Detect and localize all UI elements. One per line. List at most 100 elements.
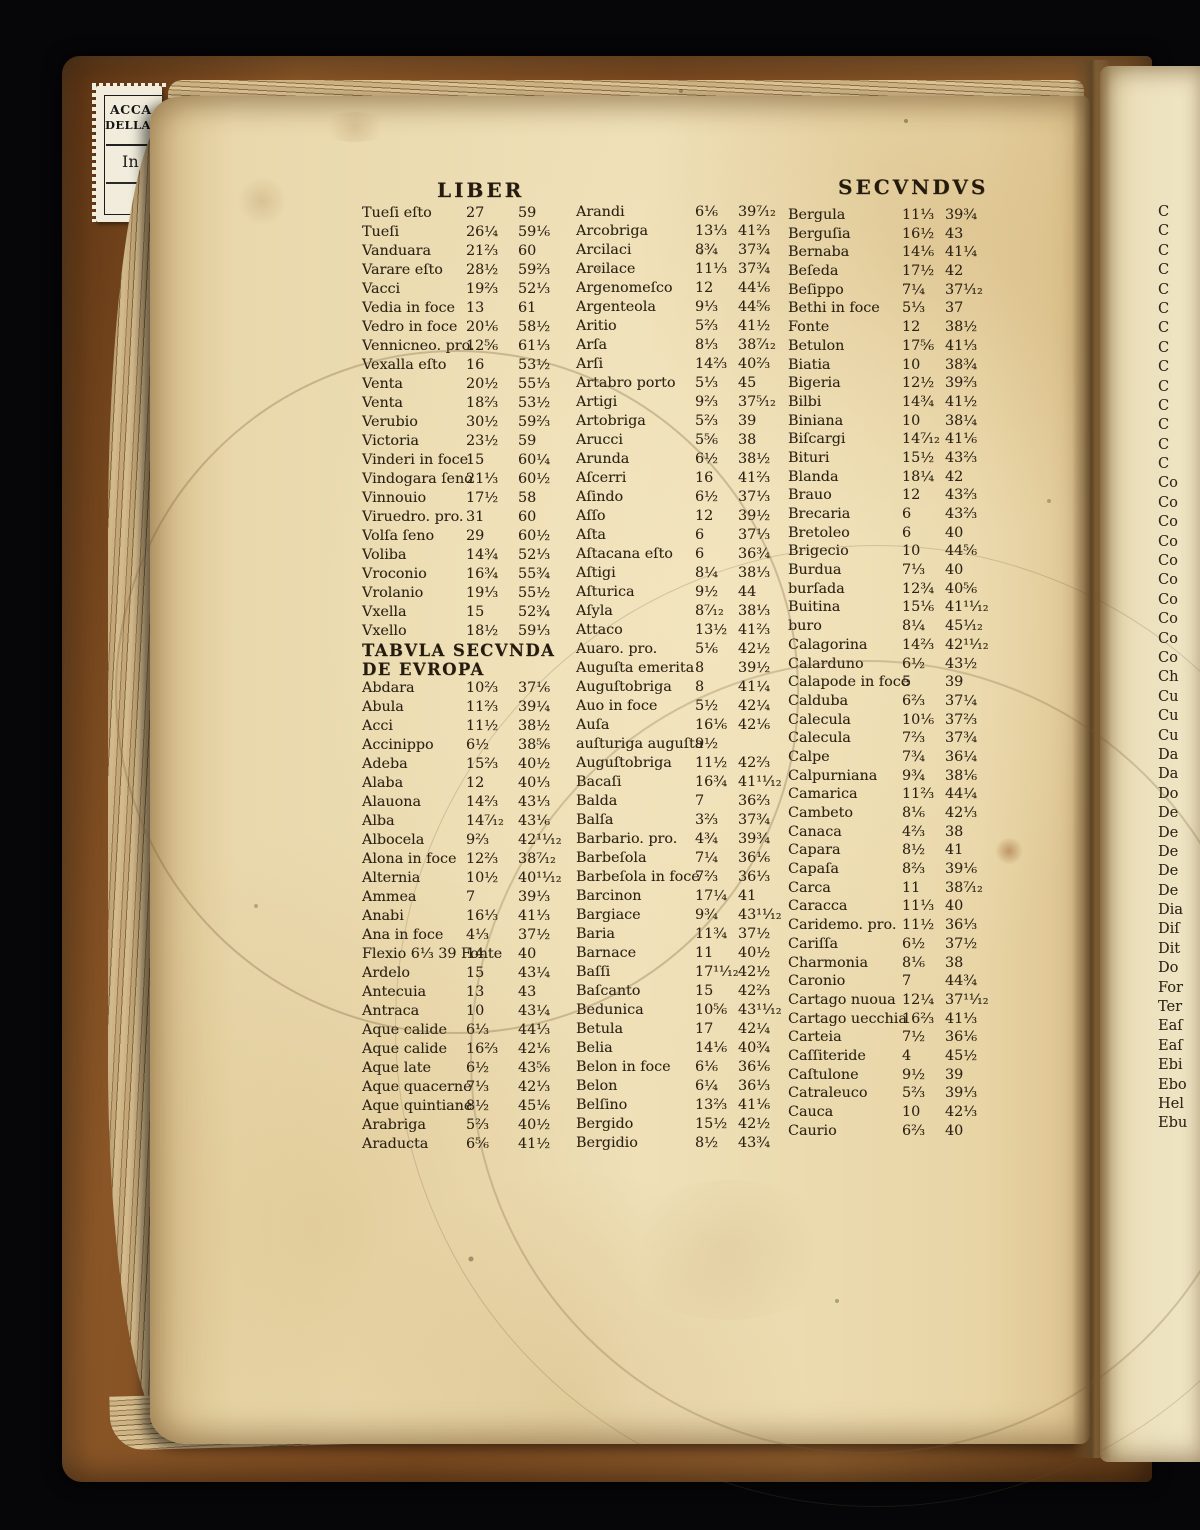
table-row: Cauca 10 42⅓ (788, 1103, 1002, 1122)
latitude-value: 60¼ (518, 452, 551, 468)
place-name: Arſa (576, 337, 607, 353)
table-row: Buitina 15⅙ 41¹¹⁄₁₂ (788, 598, 1002, 617)
longitude-value: 7 (695, 793, 705, 809)
table-row: Arcilaci 8¾ 37¾ (576, 241, 790, 260)
longitude-value: 15½ (695, 1116, 728, 1132)
place-name: Aque calide (362, 1041, 447, 1057)
longitude-value: 7⅓ (902, 562, 925, 579)
longitude-value: 4⅓ (466, 927, 489, 943)
next-page-partial-text: C (1158, 242, 1170, 259)
place-name: Auguſta emerita (576, 660, 695, 676)
table-row: Berguſia 16½ 43 (788, 225, 1002, 244)
longitude-value: 8¼ (695, 565, 718, 581)
table-row: Arabriga 5⅔ 40½ (362, 1116, 576, 1135)
place-name: Baria (576, 926, 615, 942)
latitude-value: 60½ (518, 471, 551, 487)
place-name: Aſturica (576, 584, 635, 600)
longitude-value: 8½ (466, 1098, 489, 1114)
longitude-value: 5⅚ (695, 432, 718, 448)
next-page-partial-text: Cu (1158, 688, 1179, 705)
longitude-value: 12 (466, 775, 485, 791)
latitude-value: 55½ (518, 585, 551, 601)
next-page-partial-text: Da (1158, 766, 1179, 783)
table-row: Calpe 7¾ 36¼ (788, 748, 1002, 767)
longitude-value: 6 (695, 527, 705, 543)
place-name: Accinippo (362, 737, 434, 753)
table-row: Baſcanto 15 42⅔ (576, 982, 790, 1001)
place-name: Vinnouio (362, 490, 427, 506)
table-row: Bretoleo 6 40 (788, 524, 1002, 543)
latitude-value: 40⅓ (518, 775, 551, 791)
longitude-value: 16½ (902, 225, 935, 242)
place-name: Abdara (362, 680, 415, 696)
latitude-value: 37¼ (945, 692, 978, 709)
place-name: Acci (362, 718, 393, 734)
latitude-value: 42⅓ (945, 805, 978, 821)
longitude-value: 8⅙ (902, 805, 925, 821)
table-row: Antecuia 13 43 (362, 983, 576, 1002)
table-row: Alba 14⁷⁄₁₂ 43⅙ (362, 812, 576, 831)
place-name: Barbeſola (576, 850, 647, 866)
table-row: Vinderi in foce 15 60¼ (362, 451, 576, 470)
longitude-value: 8⅔ (902, 861, 925, 878)
latitude-value: 38⅚ (518, 737, 551, 753)
longitude-value: 12¼ (902, 991, 935, 1008)
table-row: Auguſtobriga 8 41¼ (576, 678, 790, 697)
table-row: Arſi 14⅔ 40⅔ (576, 355, 790, 374)
next-page-partial-text: C (1158, 397, 1170, 414)
latitude-value: 39 (945, 1066, 964, 1083)
place-name: Auguſtobriga (576, 755, 672, 771)
latitude-value: 42⅓ (518, 1079, 551, 1095)
longitude-value: 11½ (902, 917, 935, 934)
place-name: Aque quintiane (362, 1098, 473, 1114)
table-row: Venta 18⅔ 53½ (362, 394, 576, 413)
latitude-value: 58½ (518, 319, 551, 335)
place-name: Bituri (788, 449, 830, 466)
longitude-value: 18⅔ (466, 395, 499, 411)
table-row: Vexalla eſto 16 53½ (362, 356, 576, 375)
longitude-value: 15 (466, 452, 485, 468)
longitude-value: 6½ (902, 655, 925, 672)
table-row: Betula 17 42¼ (576, 1020, 790, 1039)
table-row: Biatia 10 38¾ (788, 356, 1002, 375)
place-name: Anabi (362, 908, 404, 924)
table-row: Betulon 17⅚ 41⅓ (788, 337, 1002, 356)
latitude-value: 42 (945, 263, 964, 280)
next-page-partial-text: C (1158, 320, 1170, 337)
place-name: Flexio 6⅓ 39 Fonte (362, 946, 503, 962)
longitude-value: 18¼ (902, 468, 935, 485)
longitude-value: 16¾ (695, 774, 728, 790)
longitude-value: 8¼ (902, 618, 925, 635)
longitude-value: 8¾ (695, 242, 718, 258)
table-row: Vacci 19⅔ 52⅓ (362, 280, 576, 299)
longitude-value: 6½ (695, 451, 718, 467)
longitude-value: 9¾ (902, 767, 925, 784)
longitude-value: 9⅔ (466, 832, 489, 848)
longitude-value: 14 (466, 946, 485, 962)
table-row: Vedia in foce 13 61 (362, 299, 576, 318)
longitude-value: 14⅙ (902, 244, 935, 261)
table-row: Caſtulone 9½ 39 (788, 1066, 1002, 1085)
place-name: Belon in foce (576, 1059, 671, 1075)
place-name: Arcobriga (576, 223, 649, 239)
place-name: Arcilace (576, 261, 636, 277)
latitude-value: 37¾ (945, 730, 978, 747)
place-name: Bergula (788, 207, 846, 223)
longitude-value: 11½ (466, 718, 499, 734)
latitude-value: 39¾ (945, 207, 978, 223)
place-name: Artabro porto (576, 375, 676, 391)
latitude-value: 41⅓ (518, 908, 551, 924)
latitude-value: 41¹¹⁄₁₂ (945, 599, 989, 616)
table-row: Aque quintiane 8½ 45⅙ (362, 1097, 576, 1116)
table-row: Varare eſto 28½ 59⅔ (362, 261, 576, 280)
table-row: Vroconio 16¾ 55¾ (362, 565, 576, 584)
place-name: Bacaſi (576, 774, 622, 790)
latitude-value: 41¼ (738, 679, 771, 695)
longitude-value: 6⅙ (695, 1059, 718, 1075)
latitude-value: 43⅔ (945, 506, 978, 522)
table-row: Flexio 6⅓ 39 Fonte 14 40 (362, 945, 576, 964)
latitude-value: 41⅔ (738, 223, 771, 239)
table-row: Volſa ſeno 29 60½ (362, 527, 576, 546)
latitude-value: 42⅙ (518, 1041, 551, 1057)
latitude-value: 36⅔ (738, 793, 771, 809)
